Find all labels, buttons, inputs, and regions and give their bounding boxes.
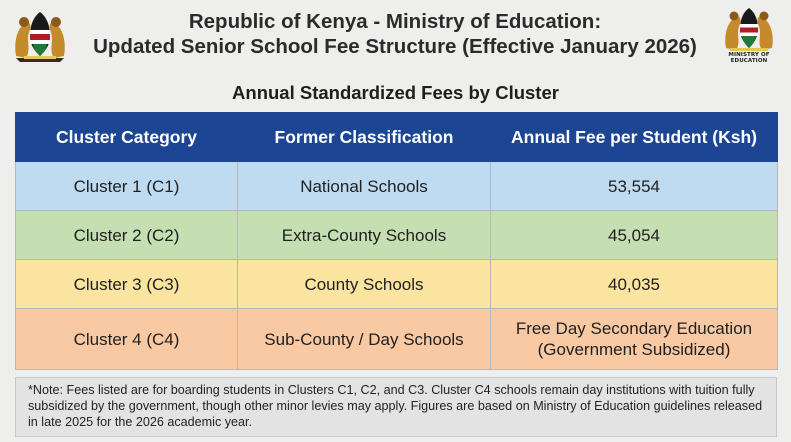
page-title: Republic of Kenya - Ministry of Educatio… [70, 9, 720, 59]
footnote: *Note: Fees listed are for boarding stud… [15, 377, 777, 437]
classification-cell: National Schools [237, 161, 491, 211]
fee-line-2: (Government Subsidized) [537, 340, 731, 359]
fee-table: Cluster Category Former Classification A… [15, 112, 778, 370]
cluster-cell: Cluster 1 (C1) [15, 161, 238, 211]
cluster-cell: Cluster 2 (C2) [15, 210, 238, 260]
table-header-row: Cluster Category Former Classification A… [15, 112, 778, 162]
title-line-2: Updated Senior School Fee Structure (Eff… [93, 35, 697, 58]
fee-cell: 53,554 [490, 161, 778, 211]
fee-cell: 45,054 [490, 210, 778, 260]
fee-cell: Free Day Secondary Education (Government… [490, 308, 778, 370]
classification-cell: Sub-County / Day Schools [237, 308, 491, 370]
page-header: Republic of Kenya - Ministry of Educatio… [0, 0, 791, 72]
column-header-classification: Former Classification [237, 112, 491, 162]
table-row: Cluster 3 (C3) County Schools 40,035 [15, 259, 778, 309]
fee-line-1: Free Day Secondary Education [515, 319, 753, 338]
table-row: Cluster 4 (C4) Sub-County / Day Schools … [15, 308, 778, 370]
ministry-logo-label: MINISTRY OF EDUCATION [728, 52, 770, 64]
table-row: Cluster 2 (C2) Extra-County Schools 45,0… [15, 210, 778, 260]
classification-cell: Extra-County Schools [237, 210, 491, 260]
column-header-fee: Annual Fee per Student (Ksh) [490, 112, 778, 162]
fee-cell: 40,035 [490, 259, 778, 309]
cluster-cell: Cluster 3 (C3) [15, 259, 238, 309]
table-row: Cluster 1 (C1) National Schools 53,554 [15, 161, 778, 211]
cluster-cell: Cluster 4 (C4) [15, 308, 238, 370]
title-line-1: Republic of Kenya - Ministry of Educatio… [188, 10, 602, 33]
classification-cell: County Schools [237, 259, 491, 309]
table-subtitle: Annual Standardized Fees by Cluster [232, 82, 559, 103]
kenya-coat-of-arms-icon [10, 6, 70, 64]
column-header-cluster: Cluster Category [15, 112, 238, 162]
ministry-of-education-logo-icon: MINISTRY OF EDUCATION [712, 4, 786, 64]
